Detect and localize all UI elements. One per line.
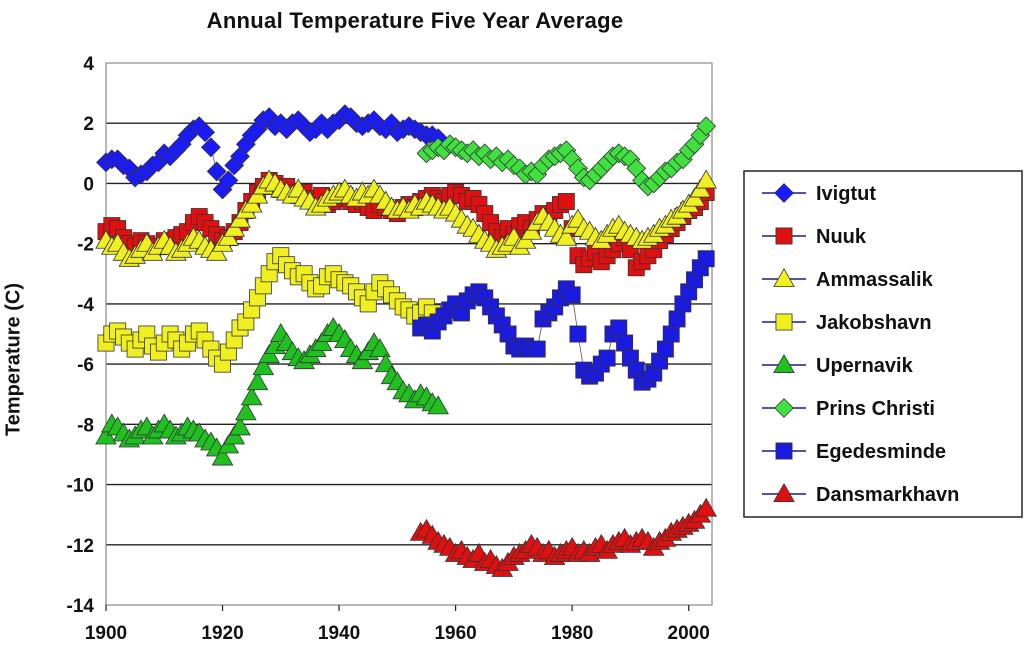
data-point [695,169,718,189]
x-tick-label: 1900 [85,623,127,644]
data-point [252,356,275,376]
data-series [95,104,718,577]
data-point [246,371,269,391]
y-tick-label: -8 [77,415,94,436]
series-ammassalik [95,169,718,267]
data-point [235,401,257,421]
data-point [774,183,794,203]
data-point [598,349,616,367]
legend-label: Egedesminde [816,441,946,463]
legend-label: Dansmarkhavn [816,484,959,506]
data-point [229,416,251,436]
data-point [656,340,674,358]
data-point [695,497,718,517]
legend-box [743,170,1023,518]
series-jakobshavn [97,247,441,373]
data-point [427,395,449,415]
data-point [773,268,795,288]
data-point [773,483,795,503]
y-tick-label: -6 [77,355,94,376]
y-tick-label: 0 [83,174,94,195]
data-point [369,338,391,358]
y-tick-label: 4 [83,54,94,75]
data-point [200,137,221,158]
y-tick-label: -12 [67,536,94,557]
series-upernavik [95,317,449,466]
y-tick-label: -10 [67,476,94,497]
legend-label: Nuuk [816,226,867,248]
series-dansmarkhavn [409,497,718,577]
data-point [563,286,581,304]
x-tick-label: 1920 [201,623,243,644]
data-point [775,313,793,331]
y-tick-label: 2 [83,114,94,135]
data-point [610,319,628,337]
data-point [528,340,546,358]
data-point [206,161,227,182]
data-point [773,354,795,374]
chart-title: Annual Temperature Five Year Average [206,8,624,33]
legend-item: Ammassalik [762,268,934,291]
series-egedesminde [412,250,715,391]
legend: Ivigtut Nuuk Ammassalik Jakobshavn Upernavik… [743,170,1023,518]
legend-label: Jakobshavn [816,312,932,334]
legend-label: Upernavik [816,355,914,377]
x-axis-ticks: 1900 1920 1940 1960 1980 2000 [85,605,710,644]
data-point [569,325,587,343]
data-point [218,170,239,191]
data-point [240,386,263,406]
y-tick-label: -2 [77,235,94,256]
legend-item: Dansmarkhavn [762,483,959,506]
legend-label: Ammassalik [816,269,934,291]
data-point [774,398,794,418]
y-tick-label: -4 [77,295,94,316]
data-point [696,116,717,137]
data-point [697,250,715,268]
data-point [662,325,680,343]
legend-item: Nuuk [762,226,867,248]
x-tick-label: 1940 [318,623,360,644]
legend-item: Upernavik [762,354,914,377]
data-point [616,334,634,352]
data-point [211,446,234,466]
y-axis-ticks: 4 2 0 -2 -4 -6 -8 -10 -12 -14 [67,54,95,617]
legend-item: Prins Christi [762,398,935,420]
legend-label: Prins Christi [816,398,935,420]
data-point [668,310,686,328]
legend-item: Egedesminde [762,441,946,463]
x-tick-label: 1980 [551,623,593,644]
data-point [775,227,793,245]
legend-item: Jakobshavn [762,312,932,334]
x-tick-label: 1960 [434,623,476,644]
data-point [557,193,575,210]
series-prins-christi [416,116,717,197]
data-point [195,122,215,143]
data-point [775,442,793,460]
y-tick-label: -14 [67,596,95,617]
series-ivigtut [96,104,449,200]
data-point [555,226,578,246]
legend-item: Ivigtut [762,183,876,205]
x-tick-label: 2000 [668,623,710,644]
legend-label: Ivigtut [816,183,876,205]
